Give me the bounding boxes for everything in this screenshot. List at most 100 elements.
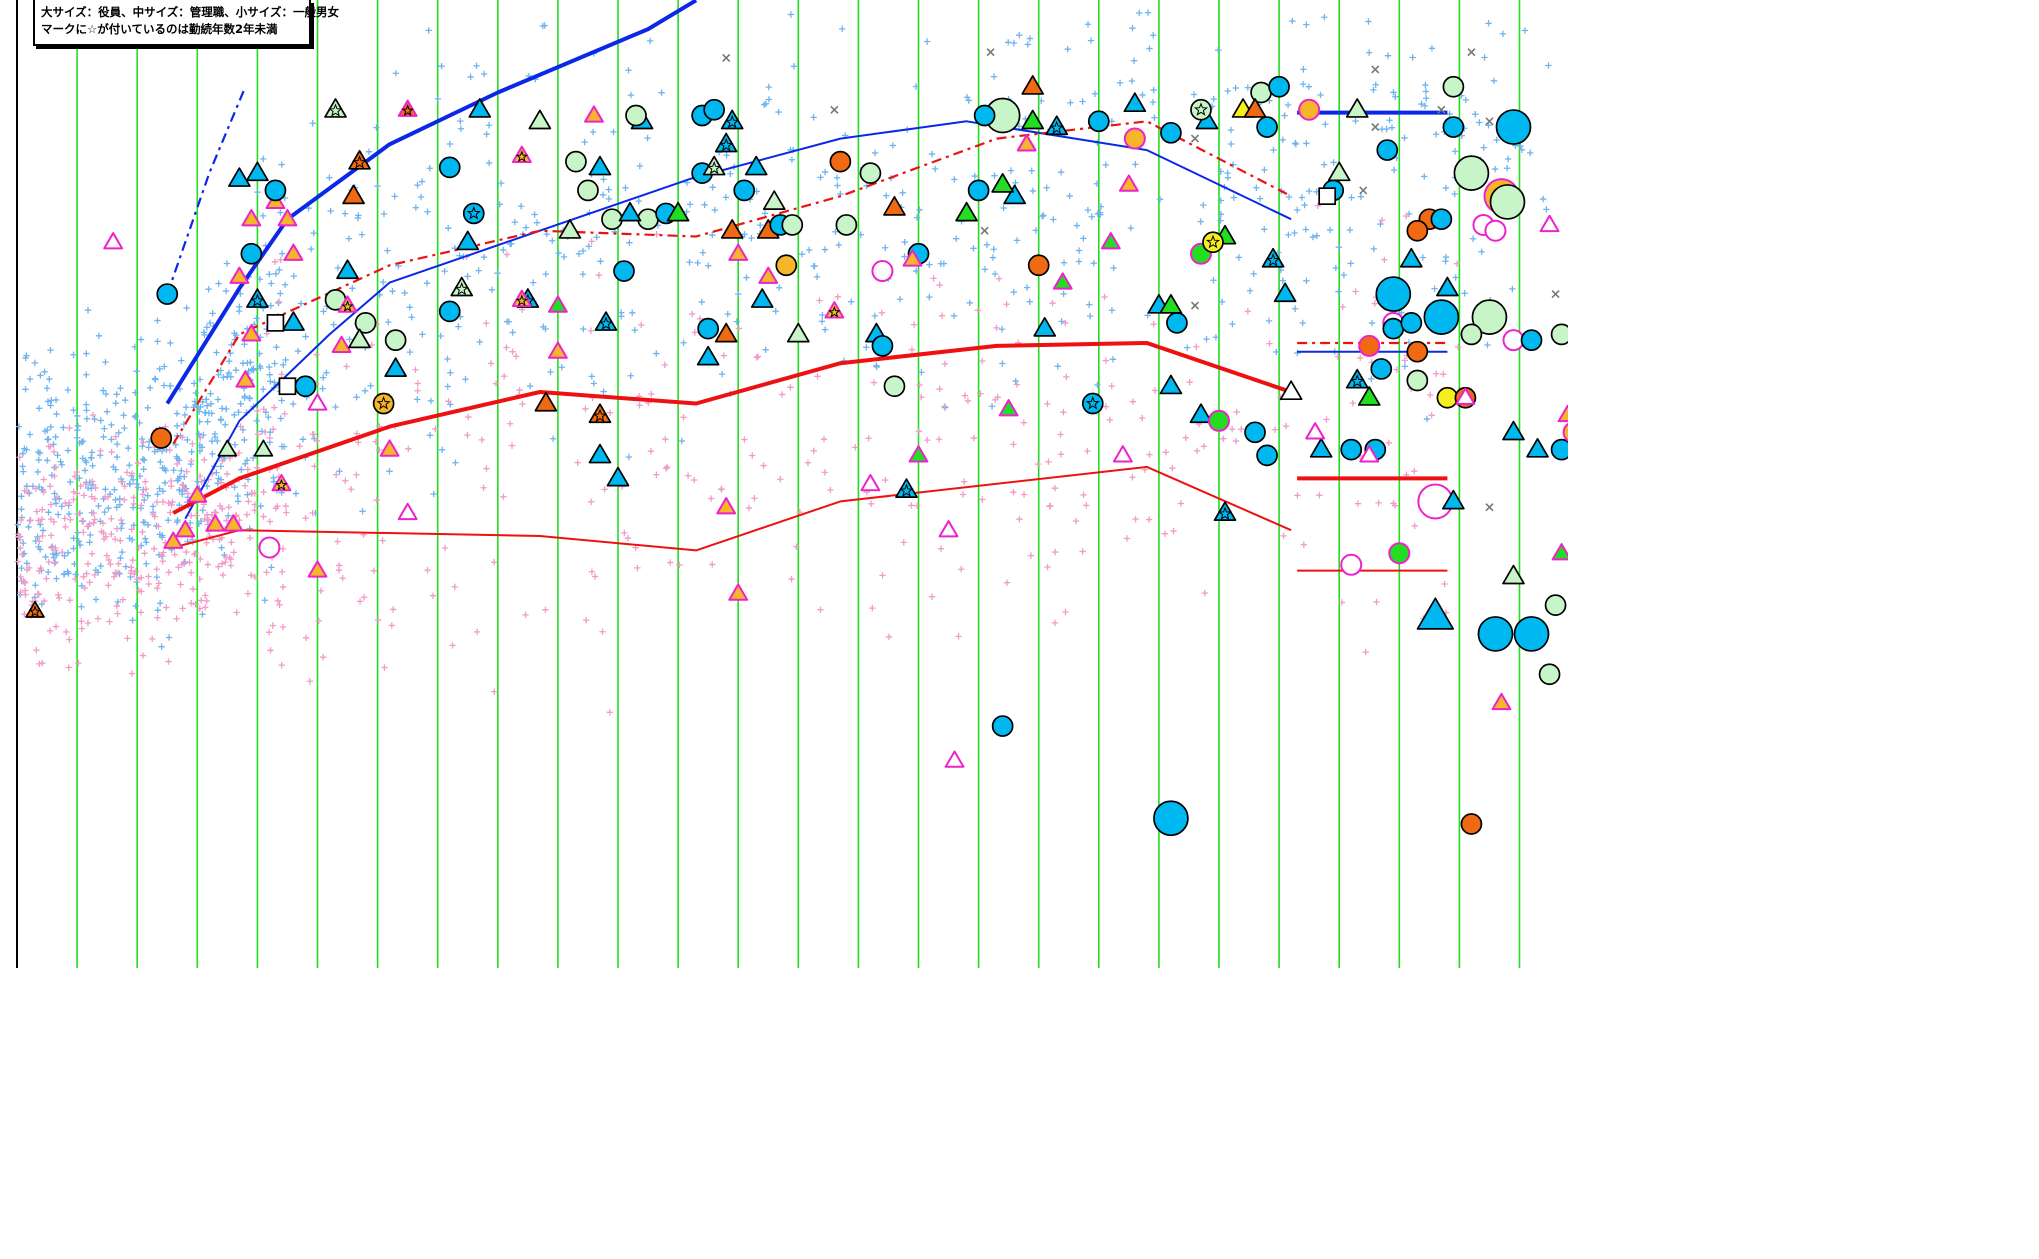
triangle-marker <box>456 230 480 251</box>
scatter-point <box>430 490 437 498</box>
scatter-point <box>727 170 734 177</box>
scatter-point <box>600 388 607 395</box>
scatter-point <box>374 616 382 624</box>
scatter-point <box>121 496 128 503</box>
scatter-point <box>928 150 936 158</box>
scatter-point <box>173 422 181 430</box>
scatter-point <box>115 429 122 436</box>
triangle-marker <box>1100 232 1121 250</box>
triangle-marker <box>1345 98 1369 118</box>
scatter-point <box>201 456 208 464</box>
scatter-point <box>1084 447 1091 455</box>
scatter-point <box>154 584 161 592</box>
scatter-point <box>1421 173 1428 180</box>
scatter-point <box>156 485 163 492</box>
scatter-point <box>70 406 77 414</box>
scatter-point <box>149 635 156 643</box>
scatter-point <box>913 267 920 275</box>
scatter-point <box>21 445 28 452</box>
scatter-point <box>1106 416 1114 424</box>
scatter-point <box>429 592 437 599</box>
scatter-point <box>265 413 272 421</box>
scatter-point <box>139 528 146 536</box>
scatter-point <box>219 457 226 464</box>
triangle-marker <box>1112 445 1133 463</box>
scatter-point <box>179 481 186 489</box>
scatter-point <box>406 348 414 356</box>
triangle-marker <box>1455 387 1476 405</box>
scatter-point <box>159 487 167 495</box>
scatter-point <box>203 402 211 409</box>
scatter-point <box>1300 541 1307 548</box>
scatter-point <box>82 480 89 488</box>
scatter-point <box>197 434 204 441</box>
star-icon <box>28 605 42 618</box>
scatter-point <box>263 569 270 576</box>
scatter-point <box>1527 149 1534 157</box>
scatter-point <box>788 156 796 163</box>
scatter-point <box>595 271 603 279</box>
circle-marker <box>601 208 623 231</box>
cross-marker <box>1371 65 1380 74</box>
scatter-point <box>117 537 124 544</box>
scatter-point <box>937 260 945 267</box>
scatter-point <box>259 386 267 393</box>
scatter-point <box>1390 166 1398 174</box>
scatter-point <box>209 450 216 458</box>
scatter-point <box>15 423 23 430</box>
scatter-point <box>1403 212 1410 220</box>
scatter-point <box>1040 212 1047 219</box>
scatter-point <box>184 436 191 444</box>
scatter-point <box>441 544 449 552</box>
scatter-point <box>599 191 607 199</box>
scatter-point <box>162 467 169 474</box>
scatter-point <box>198 444 206 451</box>
scatter-point <box>87 454 95 461</box>
scatter-point <box>223 260 231 267</box>
scatter-point <box>118 516 125 524</box>
scatter-point <box>485 159 493 167</box>
scatter-point <box>1485 20 1492 27</box>
scatter-point <box>47 483 54 490</box>
scatter-point <box>1372 81 1379 88</box>
scatter-point <box>205 409 213 417</box>
scatter-point <box>41 427 49 435</box>
scatter-point <box>260 155 267 163</box>
scatter-point <box>251 501 259 508</box>
scatter-point <box>899 189 906 197</box>
scatter-point <box>1365 49 1373 56</box>
scatter-point <box>64 549 72 556</box>
scatter-point <box>1230 194 1238 201</box>
circle-marker <box>871 335 894 357</box>
scatter-point <box>990 73 998 80</box>
scatter-point <box>1428 412 1435 419</box>
star-icon <box>1085 396 1100 410</box>
scatter-point <box>1362 648 1369 656</box>
scatter-point <box>1543 206 1550 213</box>
scatter-point <box>46 627 54 634</box>
scatter-point <box>320 374 327 381</box>
scatter-point <box>1144 9 1152 16</box>
scatter-point <box>970 434 978 442</box>
scatter-point <box>310 230 317 237</box>
scatter-point <box>48 397 55 404</box>
scatter-point <box>133 480 141 488</box>
scatter-point <box>1217 168 1224 175</box>
scatter-point <box>280 361 287 369</box>
square-marker <box>1318 187 1337 206</box>
scatter-point <box>852 444 859 451</box>
scatter-point <box>136 472 144 480</box>
scatter-point <box>51 546 59 554</box>
triangle-marker <box>1118 174 1139 192</box>
scatter-point <box>1261 166 1268 174</box>
scatter-point <box>35 405 43 412</box>
triangle-marker <box>246 288 269 308</box>
circle-marker <box>991 715 1014 737</box>
scatter-point <box>1127 224 1135 232</box>
scatter-point <box>526 382 534 390</box>
scatter-point <box>51 559 58 567</box>
scatter-point <box>1385 439 1393 447</box>
scatter-point <box>936 281 943 289</box>
scatter-point <box>253 417 260 425</box>
scatter-point <box>1390 500 1397 507</box>
